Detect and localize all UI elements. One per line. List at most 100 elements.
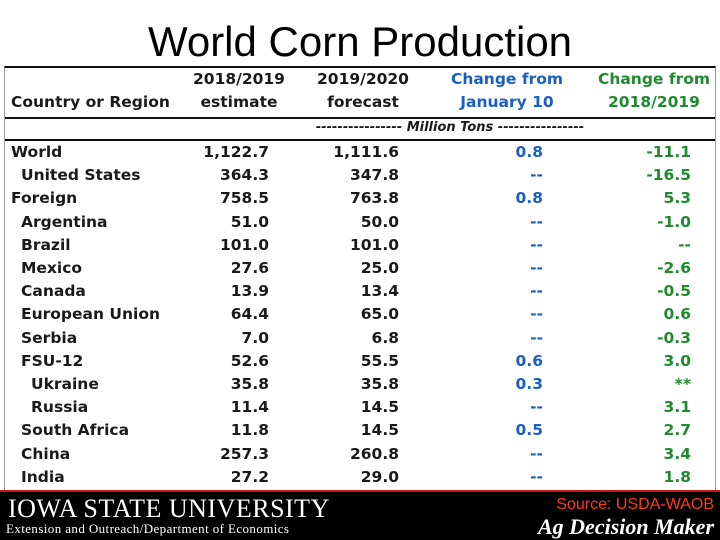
row-forecast: 13.4 <box>360 282 399 301</box>
header-change-prev-year: Change from 2018/2019 <box>589 68 719 114</box>
row-estimate: 35.8 <box>230 375 269 393</box>
source-note: Source: USDA-WAOB <box>556 496 714 513</box>
row-change-prev-year: -0.5 <box>657 282 691 301</box>
row-forecast: 14.5 <box>360 421 399 440</box>
row-change-prev-year: -11.1 <box>646 143 691 161</box>
row-estimate: 13.9 <box>230 282 269 301</box>
row-change-january: -- <box>530 235 543 254</box>
row-change-january: 0.8 <box>515 143 543 161</box>
row-change-january: -- <box>530 467 543 486</box>
row-country: World <box>11 143 63 161</box>
row-change-prev-year: -16.5 <box>646 166 691 185</box>
row-country: Ukraine <box>31 375 99 393</box>
units-label: ---------------- Million Tons ----------… <box>315 120 585 135</box>
row-change-january: 0.3 <box>515 375 543 393</box>
row-change-prev-year: 3.0 <box>663 351 691 370</box>
row-forecast: 6.8 <box>371 328 399 347</box>
table-row: Serbia 7.0 6.8 -- -0.3 <box>5 327 717 350</box>
row-estimate: 7.0 <box>241 328 269 347</box>
row-forecast: 101.0 <box>349 235 399 254</box>
row-country: European Union <box>21 305 161 324</box>
row-estimate: 257.3 <box>219 444 269 463</box>
row-country: Serbia <box>21 328 78 347</box>
row-change-prev-year: -0.3 <box>657 328 691 347</box>
row-change-prev-year: 3.1 <box>663 398 691 417</box>
header-estimate: 2018/2019 estimate <box>183 68 295 114</box>
row-estimate: 1,122.7 <box>203 143 269 161</box>
row-forecast: 35.8 <box>360 375 399 393</box>
row-change-prev-year: 5.3 <box>663 189 691 208</box>
row-change-january: -- <box>530 328 543 347</box>
row-change-prev-year: 0.6 <box>663 305 691 324</box>
row-change-prev-year: -2.6 <box>657 259 691 277</box>
row-change-january: 0.6 <box>515 351 543 370</box>
table-row: Foreign 758.5 763.8 0.8 5.3 <box>5 187 717 210</box>
header-change-january-line1: Change from <box>450 70 564 88</box>
row-forecast: 260.8 <box>349 444 399 463</box>
header-change-prev-year-line1: Change from <box>597 70 711 88</box>
row-forecast: 763.8 <box>349 189 399 208</box>
row-country: Russia <box>31 398 89 417</box>
header-country-label: Country or Region <box>11 93 170 111</box>
row-country: Mexico <box>21 259 83 277</box>
row-estimate: 758.5 <box>219 189 269 208</box>
footer-divider <box>0 490 720 492</box>
row-change-january: -- <box>530 212 543 231</box>
footer-bar <box>0 490 720 540</box>
table-row: European Union 64.4 65.0 -- 0.6 <box>5 303 717 326</box>
department-text: Extension and Outreach/Department of Eco… <box>6 521 290 536</box>
header-estimate-line1: 2018/2019 <box>193 70 285 88</box>
table-row: Argentina 51.0 50.0 -- -1.0 <box>5 211 717 234</box>
row-country: South Africa <box>21 421 130 440</box>
row-change-january: -- <box>530 305 543 324</box>
row-estimate: 27.2 <box>230 467 269 486</box>
row-forecast: 55.5 <box>360 351 399 370</box>
header-forecast-line1: 2019/2020 <box>317 70 409 88</box>
row-estimate: 51.0 <box>230 212 269 231</box>
row-estimate: 27.6 <box>230 259 269 277</box>
row-forecast: 25.0 <box>360 259 399 277</box>
header-change-january-line2: January 10 <box>460 93 554 111</box>
row-change-january: -- <box>530 282 543 301</box>
header-estimate-line2: estimate <box>200 93 278 111</box>
row-estimate: 11.8 <box>230 421 269 440</box>
row-country: Canada <box>21 282 86 301</box>
table-row: World 1,122.7 1,111.6 0.8 -11.1 <box>5 141 717 164</box>
row-change-prev-year: 3.4 <box>663 444 691 463</box>
units-divider <box>5 139 715 141</box>
header-divider <box>5 117 715 119</box>
row-change-prev-year: -1.0 <box>657 212 691 231</box>
row-change-prev-year: ** <box>674 375 691 393</box>
row-country: FSU-12 <box>21 351 84 370</box>
row-forecast: 1,111.6 <box>333 143 399 161</box>
table-row: United States 364.3 347.8 -- -16.5 <box>5 164 717 187</box>
row-estimate: 64.4 <box>230 305 269 324</box>
ag-decision-maker-logo: Ag Decision Maker <box>538 514 714 539</box>
table-row: South Africa 11.8 14.5 0.5 2.7 <box>5 419 717 442</box>
row-country: Foreign <box>11 189 78 208</box>
row-forecast: 29.0 <box>360 467 399 486</box>
table-row: Canada 13.9 13.4 -- -0.5 <box>5 280 717 303</box>
row-change-january: -- <box>530 259 543 277</box>
row-country: Brazil <box>21 235 71 254</box>
header-change-january: Change from January 10 <box>441 68 573 114</box>
row-country: China <box>21 444 71 463</box>
row-change-prev-year: 2.7 <box>663 421 691 440</box>
table-row: FSU-12 52.6 55.5 0.6 3.0 <box>5 350 717 373</box>
table-row: Ukraine 35.8 35.8 0.3 ** <box>5 373 717 396</box>
row-estimate: 101.0 <box>219 235 269 254</box>
production-table: Country or Region 2018/2019 estimate 201… <box>4 66 716 490</box>
row-country: India <box>21 467 65 486</box>
row-change-january: 0.8 <box>515 189 543 208</box>
header-country: Country or Region <box>11 91 170 114</box>
header-forecast-line2: forecast <box>327 93 399 111</box>
row-forecast: 50.0 <box>360 212 399 231</box>
row-estimate: 52.6 <box>230 351 269 370</box>
row-estimate: 364.3 <box>219 166 269 185</box>
isu-logo: IOWA STATE UNIVERSITY <box>8 494 330 523</box>
header-change-prev-year-line2: 2018/2019 <box>608 93 700 111</box>
table-row: Mexico 27.6 25.0 -- -2.6 <box>5 257 717 280</box>
table-row: China 257.3 260.8 -- 3.4 <box>5 443 717 466</box>
row-change-january: -- <box>530 444 543 463</box>
row-forecast: 14.5 <box>360 398 399 417</box>
